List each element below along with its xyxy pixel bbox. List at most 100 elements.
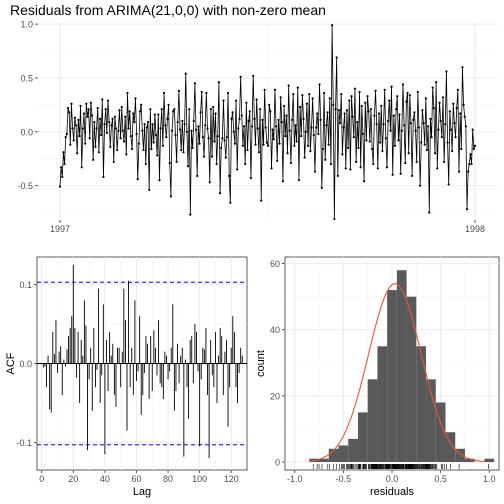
ts-point <box>180 148 183 152</box>
ts-point <box>365 139 368 142</box>
ts-point <box>114 127 118 130</box>
ts-point <box>84 142 87 145</box>
ts-point <box>326 111 329 114</box>
ts-point <box>355 160 358 163</box>
ts-point <box>64 136 67 139</box>
ts-point <box>398 113 401 116</box>
hist-bar <box>455 448 465 462</box>
ts-point <box>403 124 406 127</box>
acf-y-tick-label: 0.0 <box>19 359 32 369</box>
ts-point <box>390 85 393 88</box>
ts-point <box>148 188 151 191</box>
ts-point <box>409 122 413 125</box>
ts-point <box>145 126 148 129</box>
ts-point <box>415 160 418 163</box>
ts-point <box>170 129 174 132</box>
ts-point <box>222 99 225 102</box>
ts-point <box>471 128 474 131</box>
ts-y-tick-label: 1.0 <box>20 20 33 30</box>
ts-point <box>468 162 471 166</box>
ts-point <box>89 101 92 104</box>
ts-point <box>376 167 379 170</box>
ts-point <box>174 133 177 137</box>
ts-point <box>456 88 459 91</box>
acf-y-tick-label: -0.1 <box>16 438 32 448</box>
ts-x-tick-label: 1998 <box>465 224 485 234</box>
ts-y-tick-label: 0.0 <box>20 127 33 137</box>
ts-point <box>301 94 304 97</box>
ts-point <box>175 160 178 163</box>
ts-point <box>288 129 291 132</box>
ts-point <box>273 88 277 91</box>
ts-point <box>356 120 359 124</box>
ts-point <box>95 127 98 130</box>
ts-point <box>340 92 343 96</box>
ts-point <box>256 127 259 130</box>
ts-point <box>274 125 278 128</box>
ts-point <box>392 114 395 117</box>
ts-point <box>336 174 339 177</box>
ts-point <box>80 166 83 169</box>
ts-point <box>137 142 140 145</box>
ts-point <box>279 96 282 99</box>
hist-x-tick-label: 0.5 <box>434 474 447 484</box>
ts-point <box>63 162 66 166</box>
ts-point <box>318 83 321 86</box>
residual-histogram-chart: 0 20 40 60 -1.0 -0.5 0.0 0.5 1.0 residuals count <box>255 256 500 498</box>
ts-point <box>209 108 213 111</box>
acf-x-tick-label: 40 <box>100 474 110 484</box>
ts-point <box>423 143 426 146</box>
ts-point <box>260 199 263 202</box>
ts-point <box>455 106 458 110</box>
ts-point <box>81 127 84 130</box>
ts-point <box>212 105 215 109</box>
ts-point <box>300 134 303 138</box>
ts-point <box>188 108 191 111</box>
ts-point <box>69 143 72 146</box>
ts-point <box>393 144 397 147</box>
ts-point <box>290 118 294 122</box>
ts-point <box>100 133 103 137</box>
ts-point <box>82 112 86 115</box>
ts-point <box>457 170 461 173</box>
ts-point <box>358 90 361 94</box>
ts-point <box>178 128 182 131</box>
ts-point <box>129 134 132 138</box>
acf-x-tick-label: 0 <box>39 474 44 484</box>
ts-point <box>419 184 422 187</box>
ts-point <box>189 213 192 216</box>
ts-point <box>332 103 335 106</box>
ts-point <box>149 108 152 111</box>
ts-point <box>333 217 336 221</box>
ts-point <box>451 150 454 153</box>
ts-point <box>250 125 254 128</box>
ts-point <box>97 151 100 154</box>
acf-x-tick-label: 60 <box>131 474 141 484</box>
ts-point <box>141 129 144 132</box>
chart-title: Residuals from ARIMA(21,0,0) with non-ze… <box>10 2 326 18</box>
ts-point <box>85 102 88 105</box>
ts-point <box>437 128 440 131</box>
ts-point <box>233 142 237 145</box>
ts-point <box>240 114 243 117</box>
ts-point <box>449 128 453 131</box>
ts-point <box>241 144 245 147</box>
ts-point <box>125 153 128 156</box>
hist-bar <box>328 448 339 462</box>
ts-point <box>361 132 365 136</box>
ts-point <box>199 111 202 114</box>
ts-point <box>221 137 224 140</box>
ts-point <box>399 172 402 175</box>
ts-point <box>208 181 211 184</box>
ts-point <box>337 109 341 112</box>
ts-point <box>261 118 264 122</box>
ts-point <box>76 152 79 155</box>
ts-point <box>397 139 400 142</box>
ts-point <box>436 167 439 170</box>
acf-y-tick-label: 0.1 <box>19 280 32 290</box>
ts-point <box>196 174 199 177</box>
ts-point <box>134 97 137 100</box>
ts-point <box>349 168 352 171</box>
acf-chart: -0.1 0.0 0.1 0 20 40 60 80 100 120 Lag ACF <box>5 256 248 498</box>
hist-bar <box>348 438 358 462</box>
